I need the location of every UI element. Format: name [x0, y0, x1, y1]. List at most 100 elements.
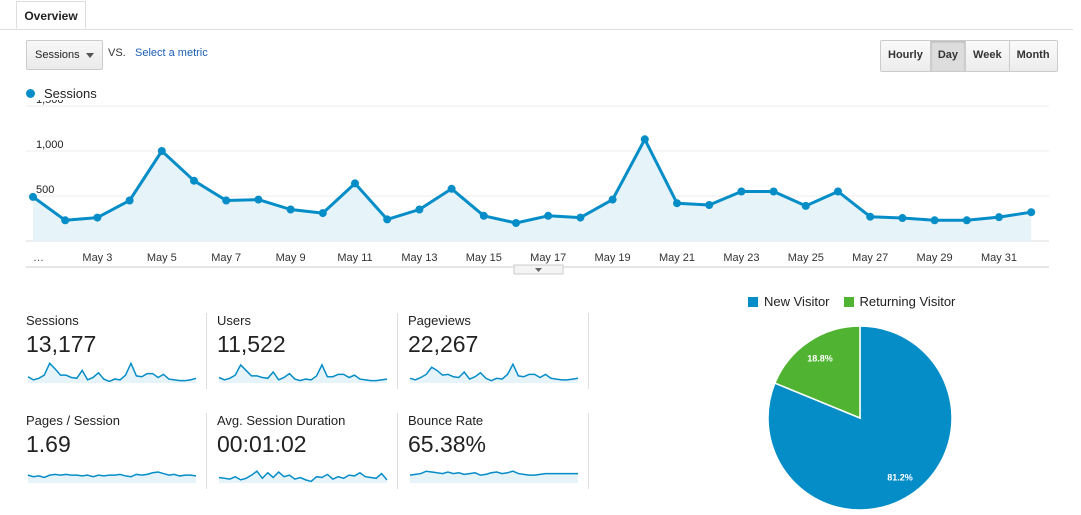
- visitor-pie-chart[interactable]: 81.2% 18.8%: [760, 320, 960, 515]
- metric-label: Pages / Session: [26, 413, 120, 428]
- metric-dropdown[interactable]: Sessions: [26, 40, 103, 70]
- data-point: [190, 176, 198, 185]
- granularity-week-button[interactable]: Week: [965, 41, 1009, 71]
- metric-avg-session-duration[interactable]: Avg. Session Duration 00:01:02: [217, 413, 397, 503]
- metric-pageviews[interactable]: Pageviews 22,267: [408, 313, 588, 403]
- data-point: [318, 209, 327, 218]
- data-point: [383, 215, 392, 224]
- series-area-sessions: [33, 139, 1032, 241]
- data-point: [705, 201, 714, 209]
- pie-slice[interactable]: [773, 325, 861, 420]
- metric-bounce-rate[interactable]: Bounce Rate 65.38%: [408, 413, 588, 503]
- metric-value: 11,522: [217, 331, 286, 357]
- metric-label: Users: [217, 313, 251, 328]
- data-point: [801, 201, 810, 210]
- pie-legend-returning-visitor[interactable]: Returning Visitor: [843, 294, 956, 309]
- x-tick-label: May 29: [917, 252, 953, 264]
- metric-value: 00:01:02: [217, 431, 307, 457]
- metric-label: Bounce Rate: [408, 413, 484, 428]
- vs-label: VS.: [108, 47, 126, 59]
- metric-users[interactable]: Users 11,522: [217, 313, 397, 403]
- x-tick-label: May 9: [276, 252, 306, 264]
- x-tick-label: …: [33, 252, 44, 264]
- pie-slice-label: 81.2%: [887, 473, 913, 483]
- metric-value: 65.38%: [408, 431, 487, 457]
- data-point: [512, 219, 520, 227]
- sparkline-area: [28, 363, 196, 383]
- data-point: [29, 192, 37, 201]
- data-point: [962, 216, 971, 225]
- data-point: [737, 187, 746, 196]
- metric-divider: [397, 313, 398, 389]
- sessions-line-chart[interactable]: 500 1,000 1,500 … May 3 May 5 May 7 May 9 May 11…: [0, 100, 1081, 280]
- x-tick-label: May 19: [595, 252, 631, 264]
- pie-legend-new-visitor[interactable]: New Visitor: [748, 294, 830, 309]
- data-point: [93, 213, 102, 222]
- metric-value: 1.69: [26, 431, 71, 457]
- sparkline: [27, 361, 197, 383]
- data-point: [286, 205, 295, 214]
- sparkline-line: [409, 470, 578, 476]
- sparkline-area: [410, 364, 578, 383]
- data-point: [995, 213, 1003, 222]
- metric-divider: [206, 413, 207, 489]
- granularity-hourly-button[interactable]: Hourly: [881, 41, 930, 71]
- x-tick-label: May 31: [981, 252, 1017, 264]
- data-point: [673, 199, 681, 208]
- data-point: [769, 187, 778, 196]
- sparkline-area: [28, 472, 196, 483]
- x-tick-label: May 27: [852, 252, 888, 264]
- pie-slice-label: 18.8%: [807, 353, 833, 363]
- sparkline-area: [410, 471, 578, 483]
- legend-label: Returning Visitor: [859, 294, 956, 309]
- legend-label: Sessions: [44, 86, 97, 101]
- metric-sessions[interactable]: Sessions 13,177: [26, 313, 206, 403]
- y-tick-label: 1,000: [36, 139, 64, 151]
- data-point: [608, 195, 617, 204]
- metric-divider: [397, 413, 398, 489]
- select-metric-link[interactable]: Select a metric: [135, 47, 208, 59]
- data-point: [157, 147, 166, 155]
- data-point: [1027, 208, 1036, 217]
- data-point: [254, 195, 263, 204]
- legend-label: New Visitor: [764, 294, 830, 309]
- data-point: [544, 211, 553, 220]
- metric-label: Pageviews: [408, 313, 471, 328]
- chevron-down-icon: [86, 53, 94, 58]
- sparkline-line: [218, 470, 388, 483]
- x-tick-label: May 15: [466, 252, 502, 264]
- sparkline-line: [27, 471, 197, 479]
- data-point: [125, 196, 134, 205]
- sparkline: [409, 362, 579, 383]
- x-tick-label: May 11: [337, 252, 372, 264]
- sparkline: [409, 470, 578, 483]
- data-point: [866, 212, 875, 221]
- y-tick-label: 500: [36, 184, 54, 196]
- tab-bar: Overview: [0, 0, 1081, 30]
- data-point: [930, 216, 939, 225]
- data-point: [222, 196, 231, 205]
- data-point: [351, 179, 359, 188]
- x-tick-label: May 7: [211, 252, 241, 264]
- sparkline: [218, 363, 388, 383]
- data-point: [61, 216, 70, 225]
- granularity-month-button[interactable]: Month: [1008, 41, 1057, 71]
- sparkline-line: [27, 361, 197, 383]
- sparkline: [27, 471, 197, 483]
- data-point: [479, 211, 488, 220]
- x-tick-label: May 21: [659, 252, 695, 264]
- x-tick-label: May 13: [401, 252, 437, 264]
- sparkline-area: [219, 364, 387, 383]
- metric-value: 22,267: [408, 331, 479, 357]
- legend-swatch-icon: [843, 297, 854, 307]
- chevron-down-icon: [535, 268, 542, 272]
- metric-value: 13,177: [26, 331, 97, 357]
- data-point: [640, 135, 649, 144]
- legend-swatch-icon: [748, 297, 758, 307]
- chart-legend[interactable]: Sessions: [26, 86, 97, 101]
- data-point: [898, 214, 907, 223]
- granularity-day-button[interactable]: Day: [929, 41, 966, 71]
- data-point: [834, 187, 842, 196]
- metric-pages-per-session[interactable]: Pages / Session 1.69: [26, 413, 206, 503]
- tab-overview[interactable]: Overview: [16, 1, 86, 29]
